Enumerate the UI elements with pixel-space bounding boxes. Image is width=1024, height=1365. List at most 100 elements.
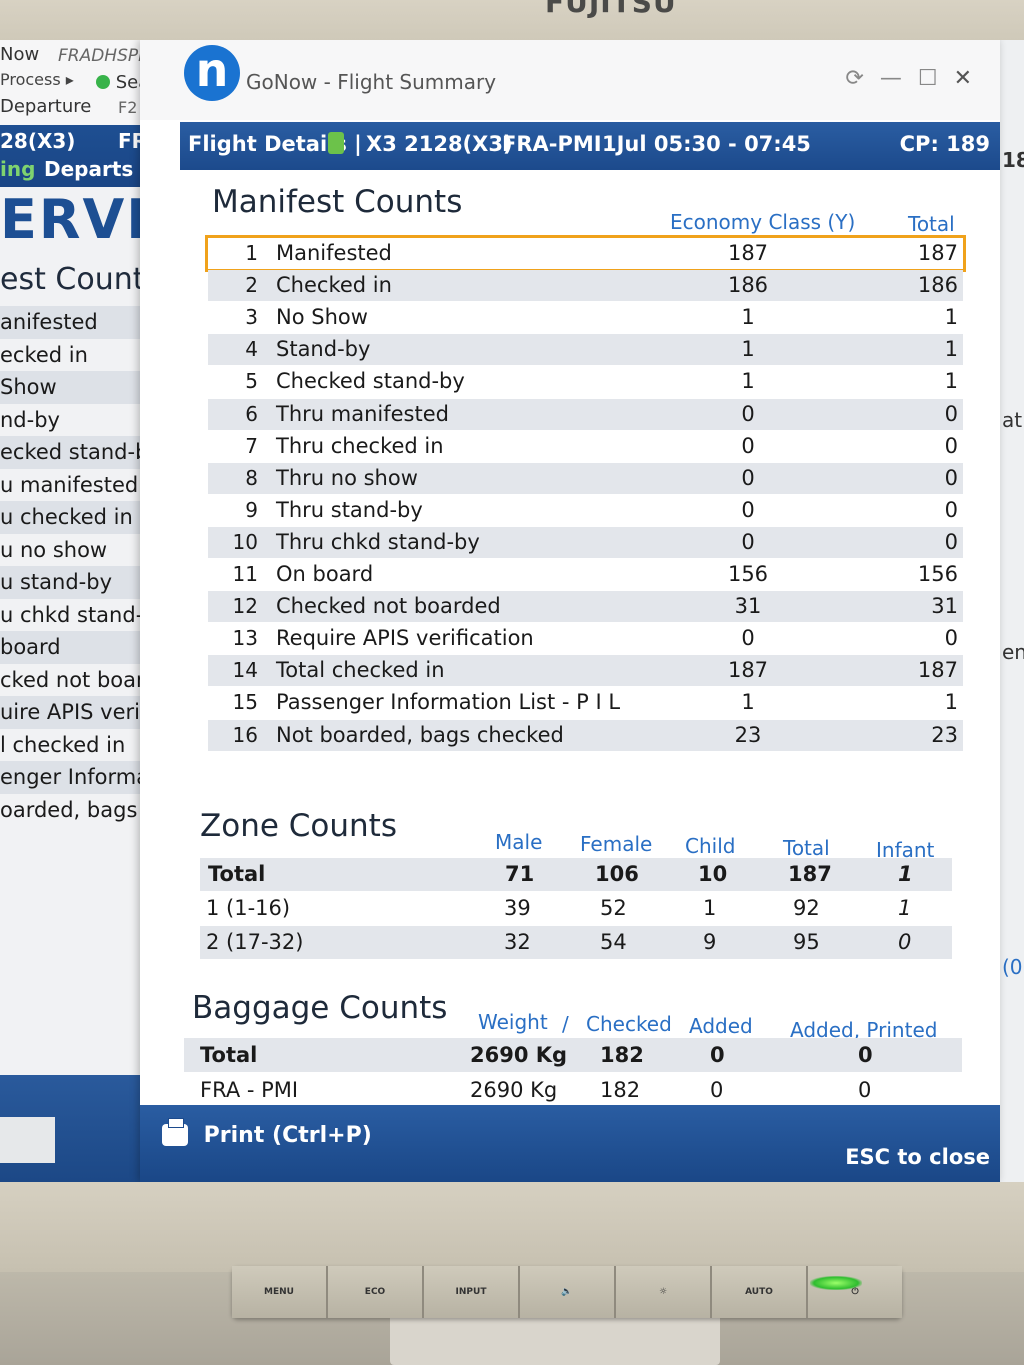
baggage-added: 0 — [710, 1078, 724, 1102]
manifest-row-label: Stand-by — [276, 337, 371, 362]
zone-female: 54 — [600, 930, 627, 954]
manifest-row-label: Thru chkd stand-by — [276, 529, 480, 554]
dialog-footer: Print (Ctrl+P) ESC to close — [140, 1105, 1000, 1182]
manifest-economy-value: 0 — [741, 529, 755, 554]
monitor-hardware-buttons: MENU ECO INPUT 🔈 ☼ AUTO ⏻ — [232, 1266, 902, 1318]
baggage-added: 0 — [710, 1043, 725, 1067]
list-item: nd-by — [0, 407, 60, 432]
manifest-row[interactable]: 10 Thru chkd stand-by 0 0 — [208, 526, 963, 558]
baggage-added-printed: 0 — [858, 1043, 873, 1067]
manifest-economy-value: 1 — [741, 690, 755, 715]
manifest-row-number: 14 — [232, 658, 258, 683]
right-strip-text: en — [1002, 640, 1024, 664]
manifest-row[interactable]: 13 Require APIS verification 0 0 — [208, 623, 963, 654]
zone-total: 95 — [793, 930, 820, 954]
manifest-row[interactable]: 3 No Show 1 1 — [208, 302, 963, 333]
manifest-row-number: 11 — [232, 562, 258, 586]
manifest-row-label: Not boarded, bags checked — [276, 722, 564, 747]
baggage-weight: 2690 Kg — [470, 1078, 558, 1102]
manifest-row-number: 1 — [245, 241, 258, 265]
manifest-economy-value: 23 — [734, 722, 762, 747]
minimize-button[interactable]: — — [879, 66, 902, 91]
manifest-row-number: 10 — [232, 529, 258, 554]
monitor-input-button[interactable]: INPUT — [424, 1266, 520, 1318]
manifest-row[interactable]: 14 Total checked in 187 187 — [208, 655, 963, 687]
right-strip-text: (0 — [1002, 955, 1023, 979]
manifest-row-label: Thru stand-by — [276, 497, 423, 522]
manifest-row-number: 5 — [245, 369, 258, 394]
gonow-logo-icon: n — [184, 45, 240, 101]
esc-close-hint[interactable]: ESC to close — [845, 1145, 990, 1169]
manifest-economy-value: 0 — [741, 626, 755, 651]
background-flight-code: 28(X3) — [0, 129, 76, 153]
manifest-row-label: Passenger Information List - P I L — [276, 690, 621, 715]
manifest-total-value: 1 — [944, 690, 958, 715]
manifest-row-number: 16 — [232, 722, 258, 747]
manifest-row-number: 3 — [245, 305, 258, 330]
background-status: ing — [0, 157, 36, 181]
manifest-row[interactable]: 6 Thru manifested 0 0 — [208, 398, 963, 430]
manifest-row[interactable]: 7 Thru checked in 0 0 — [208, 431, 963, 462]
zone-label: Total — [208, 862, 266, 886]
zone-counts-title: Zone Counts — [200, 808, 397, 844]
manifest-row-number: 8 — [245, 465, 258, 490]
zone-child: 9 — [703, 930, 717, 954]
monitor-eco-button[interactable]: ECO — [328, 1266, 424, 1318]
background-footer-button[interactable] — [0, 1117, 55, 1163]
manifest-row[interactable]: 11 On board 156 156 — [208, 559, 963, 590]
zone-female: 52 — [600, 896, 627, 920]
dialog-titlebar[interactable]: n GoNow - Flight Summary ⟳ — ☐ ✕ — [140, 40, 1000, 120]
zone-infant: 0 — [898, 930, 912, 954]
manifest-economy-value: 186 — [727, 273, 769, 298]
manifest-row-label: Manifested — [276, 241, 392, 265]
monitor-auto-button[interactable]: AUTO — [712, 1266, 808, 1318]
manifest-row[interactable]: 16 Not boarded, bags checked 23 23 — [208, 719, 963, 751]
zone-label: 1 (1-16) — [206, 896, 291, 920]
manifest-row-label: Require APIS verification — [276, 626, 534, 651]
manifest-row-label: Thru checked in — [276, 433, 444, 458]
process-menu[interactable]: Process ▸ — [0, 70, 74, 89]
baggage-row-total: Total 2690 Kg 182 0 0 — [184, 1038, 962, 1072]
manifest-economy-value: 1 — [741, 337, 755, 362]
zone-male: 71 — [505, 862, 535, 886]
printer-icon — [162, 1118, 188, 1146]
manifest-row-label: Checked not boarded — [276, 594, 501, 619]
maximize-button[interactable]: ☐ — [917, 66, 938, 91]
plug-icon — [328, 132, 344, 156]
manifest-row[interactable]: 12 Checked not boarded 31 31 — [208, 591, 963, 623]
background-counts-heading: est Counts — [0, 262, 161, 297]
manifest-total-value: 23 — [931, 722, 958, 747]
manifest-economy-value: 156 — [727, 562, 769, 586]
baggage-label: FRA - PMI — [200, 1078, 299, 1102]
monitor-menu-button[interactable]: MENU — [232, 1266, 328, 1318]
manifest-row[interactable]: 8 Thru no show 0 0 — [208, 462, 963, 494]
manifest-total-value: 0 — [944, 433, 958, 458]
zone-child: 10 — [698, 862, 728, 886]
zone-total: 187 — [788, 862, 832, 886]
manifest-economy-value: 0 — [741, 497, 755, 522]
close-button[interactable]: ✕ — [953, 66, 972, 91]
baggage-header-checked: Checked — [586, 1012, 672, 1036]
monitor-bezel-top: FUJITSU — [0, 0, 1024, 40]
right-strip-text: at — [1002, 408, 1023, 432]
flight-number: X3 2128(X3) — [366, 132, 513, 156]
manifest-row[interactable]: 2 Checked in 186 186 — [208, 270, 963, 302]
manifest-row[interactable]: 5 Checked stand-by 1 1 — [208, 366, 963, 397]
monitor-volume-button[interactable]: 🔈 — [520, 1266, 616, 1318]
print-button[interactable]: Print (Ctrl+P) — [162, 1118, 372, 1148]
background-right-strip: 18 at en (0 — [1000, 40, 1024, 1182]
manifest-row[interactable]: 4 Stand-by 1 1 — [208, 334, 963, 366]
refresh-icon[interactable]: ⟳ — [845, 66, 864, 91]
zone-infant: 1 — [898, 896, 912, 920]
monitor-power-button[interactable]: ⏻ — [808, 1266, 902, 1318]
manifest-counts-title: Manifest Counts — [212, 184, 463, 220]
manifest-row-number: 12 — [232, 594, 258, 619]
zone-row-total: Total 71 106 10 187 1 — [200, 858, 952, 891]
monitor-bezel-bottom — [0, 1182, 1024, 1272]
manifest-row[interactable]: 1 Manifested 187 187 — [205, 235, 966, 272]
manifest-row[interactable]: 9 Thru stand-by 0 0 — [208, 495, 963, 526]
power-led — [810, 1276, 862, 1290]
monitor-brightness-button[interactable]: ☼ — [616, 1266, 712, 1318]
manifest-total-value: 0 — [944, 497, 958, 522]
manifest-row[interactable]: 15 Passenger Information List - P I L 1 1 — [208, 687, 963, 718]
